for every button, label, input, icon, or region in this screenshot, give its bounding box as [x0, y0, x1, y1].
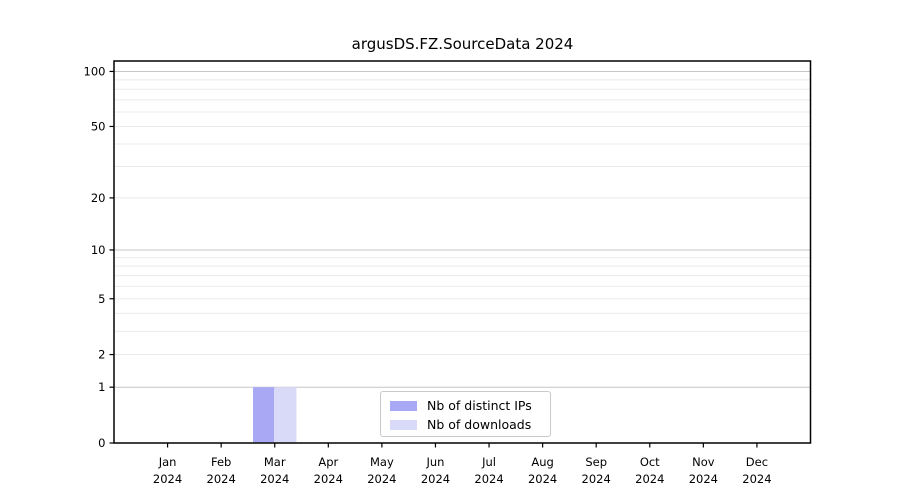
x-tick-label-year: 2024: [635, 472, 664, 486]
x-tick-label-year: 2024: [689, 472, 718, 486]
x-tick-label-month: Jun: [425, 455, 444, 469]
legend-label-downloads: Nb of downloads: [427, 417, 532, 432]
bar: [253, 387, 275, 443]
x-tick-label-month: Mar: [264, 455, 286, 469]
legend-item-downloads: Nb of downloads: [390, 417, 542, 432]
x-tick-label-year: 2024: [742, 472, 771, 486]
legend-swatch-distinct-ips: [390, 400, 417, 411]
y-tick-label: 100: [84, 64, 106, 78]
chart-title: argusDS.FZ.SourceData 2024: [351, 35, 574, 53]
y-tick-label: 20: [91, 191, 106, 205]
x-tick-label-month: Jan: [158, 455, 177, 469]
x-tick-label-year: 2024: [582, 472, 611, 486]
y-tick-label: 1: [98, 380, 105, 394]
x-tick-label-year: 2024: [367, 472, 396, 486]
x-tick-label-month: May: [370, 455, 394, 469]
legend-item-distinct-ips: Nb of distinct IPs: [390, 398, 542, 413]
x-tick-label-year: 2024: [153, 472, 182, 486]
x-tick-label-month: Oct: [640, 455, 660, 469]
x-tick-label-year: 2024: [314, 472, 343, 486]
legend-swatch-downloads: [390, 419, 417, 430]
x-tick-label-month: Apr: [318, 455, 338, 469]
y-tick-label: 10: [91, 243, 106, 257]
x-tick-label-year: 2024: [421, 472, 450, 486]
bar: [275, 387, 297, 443]
x-tick-label-year: 2024: [207, 472, 236, 486]
y-tick-label: 2: [98, 348, 105, 362]
plot-border: [113, 60, 812, 444]
x-tick-label-year: 2024: [528, 472, 557, 486]
y-tick-label: 0: [98, 436, 105, 450]
x-tick-label-month: Feb: [211, 455, 231, 469]
x-tick-label-month: Dec: [746, 455, 768, 469]
y-tick-label: 5: [98, 292, 105, 306]
x-tick-label-month: Nov: [692, 455, 715, 469]
legend: Nb of distinct IPs Nb of downloads: [380, 391, 551, 437]
x-tick-label-month: Sep: [585, 455, 607, 469]
x-tick-label-month: Aug: [531, 455, 553, 469]
y-tick-label: 50: [91, 119, 106, 133]
x-tick-label-year: 2024: [260, 472, 289, 486]
legend-label-distinct-ips: Nb of distinct IPs: [427, 398, 532, 413]
x-tick-label-year: 2024: [474, 472, 503, 486]
x-tick-label-month: Jul: [481, 455, 496, 469]
